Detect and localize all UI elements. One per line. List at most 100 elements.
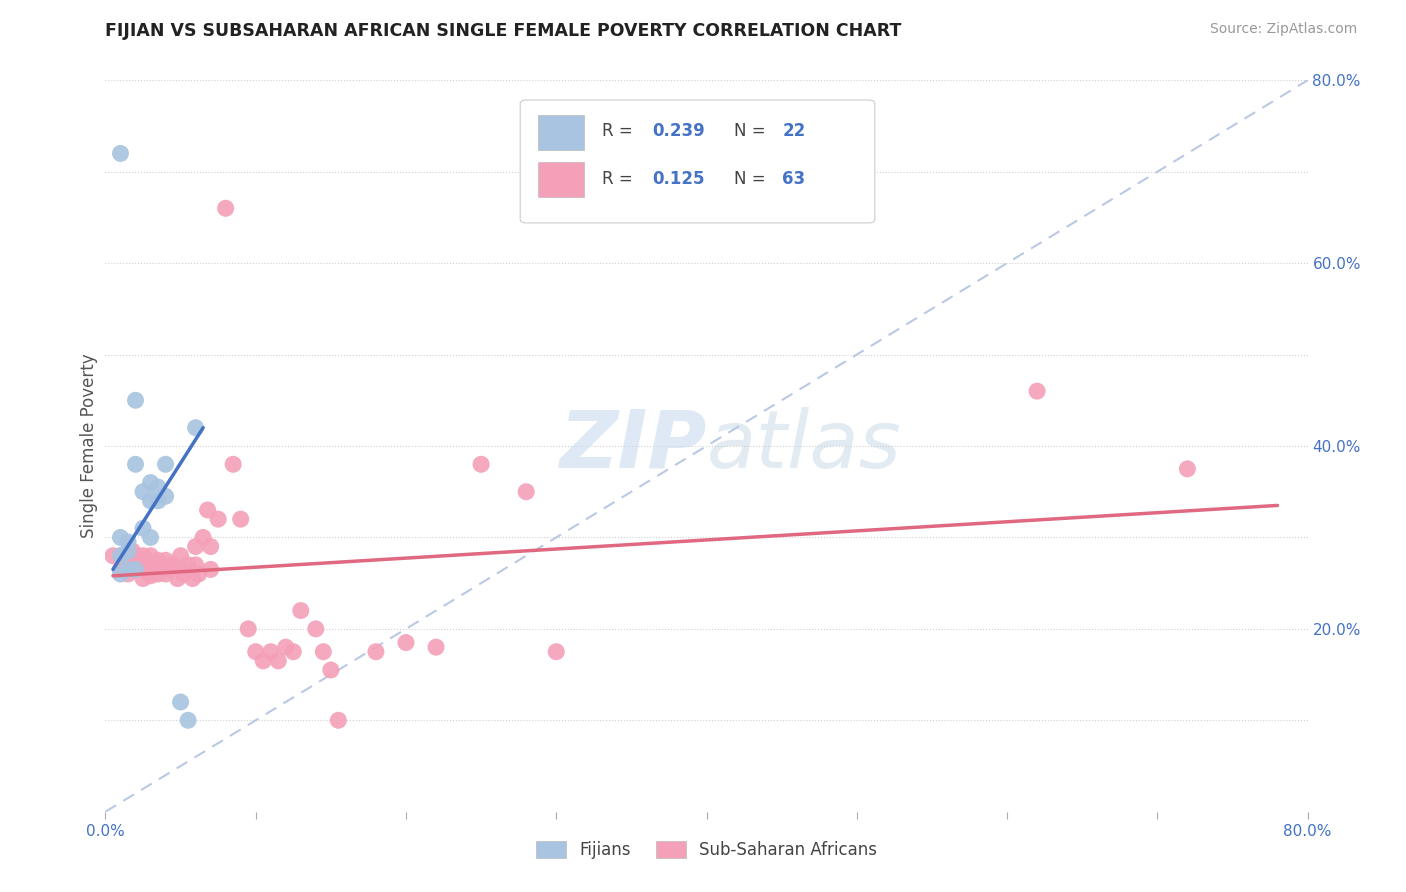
Point <box>184 558 207 572</box>
Point <box>139 530 162 544</box>
Y-axis label: Single Female Poverty: Single Female Poverty <box>80 354 98 538</box>
Point <box>139 569 162 583</box>
Point <box>142 558 165 572</box>
Point <box>173 567 195 582</box>
Point <box>121 544 143 558</box>
Point <box>177 714 200 728</box>
Point <box>181 572 204 586</box>
Point <box>146 480 169 494</box>
Point <box>169 562 191 576</box>
Text: FIJIAN VS SUBSAHARAN AFRICAN SINGLE FEMALE POVERTY CORRELATION CHART: FIJIAN VS SUBSAHARAN AFRICAN SINGLE FEMA… <box>105 22 901 40</box>
Point <box>117 549 139 563</box>
Point <box>515 484 537 499</box>
Point <box>312 645 335 659</box>
Point <box>166 572 188 586</box>
Point <box>101 549 124 563</box>
Point <box>157 562 180 576</box>
Point <box>200 540 222 554</box>
Point <box>187 567 209 582</box>
Point <box>132 572 155 586</box>
Point <box>229 512 252 526</box>
Point <box>110 549 132 563</box>
Text: R =: R = <box>602 170 643 188</box>
Point <box>1175 462 1198 476</box>
Point <box>290 603 312 617</box>
Point <box>110 549 132 563</box>
FancyBboxPatch shape <box>520 100 875 223</box>
Point <box>184 540 207 554</box>
Point <box>146 567 169 582</box>
Point <box>177 558 200 572</box>
Point <box>132 521 155 535</box>
Point <box>152 558 174 572</box>
Point <box>132 549 155 563</box>
Text: R =: R = <box>602 122 638 140</box>
FancyBboxPatch shape <box>538 115 583 150</box>
Point <box>305 622 328 636</box>
Point <box>267 654 290 668</box>
Point <box>117 567 139 582</box>
Point <box>124 393 146 408</box>
Text: 22: 22 <box>782 122 806 140</box>
Point <box>1026 384 1049 399</box>
Text: N =: N = <box>734 170 766 188</box>
Point <box>155 553 177 567</box>
Point <box>364 645 387 659</box>
Point <box>139 493 162 508</box>
Point <box>117 558 139 572</box>
Point <box>139 549 162 563</box>
Point <box>214 202 236 216</box>
Point <box>136 553 159 567</box>
Text: 63: 63 <box>782 170 806 188</box>
Point <box>155 458 177 472</box>
Point <box>162 558 184 572</box>
Point <box>124 562 146 576</box>
Text: 0.239: 0.239 <box>652 122 706 140</box>
Point <box>110 146 132 161</box>
Point <box>184 421 207 435</box>
Point <box>328 714 350 728</box>
Point <box>319 663 342 677</box>
Point <box>124 562 146 576</box>
Legend: Fijians, Sub-Saharan Africans: Fijians, Sub-Saharan Africans <box>529 834 884 865</box>
Text: N =: N = <box>734 122 766 140</box>
Point <box>146 553 169 567</box>
FancyBboxPatch shape <box>538 162 583 197</box>
Point <box>252 654 274 668</box>
Point <box>169 695 191 709</box>
Point <box>117 544 139 558</box>
Point <box>139 559 162 574</box>
Text: atlas: atlas <box>707 407 901 485</box>
Point <box>155 489 177 503</box>
Point <box>191 530 214 544</box>
Point <box>245 645 267 659</box>
Point <box>197 503 219 517</box>
Point <box>222 458 245 472</box>
Point <box>117 562 139 576</box>
Point <box>238 622 260 636</box>
Point <box>112 553 135 567</box>
Text: ZIP: ZIP <box>560 407 707 485</box>
Point <box>546 645 568 659</box>
Point <box>132 562 155 576</box>
Point <box>117 535 139 549</box>
Point <box>146 493 169 508</box>
Point <box>124 549 146 563</box>
Point <box>274 640 297 655</box>
Point <box>110 530 132 544</box>
Point <box>110 567 132 582</box>
Point <box>139 475 162 490</box>
Point <box>200 562 222 576</box>
Text: Source: ZipAtlas.com: Source: ZipAtlas.com <box>1209 22 1357 37</box>
Point <box>128 553 150 567</box>
Point <box>395 635 418 649</box>
Point <box>425 640 447 655</box>
Point <box>260 645 283 659</box>
Point <box>110 562 132 576</box>
Point <box>169 549 191 563</box>
Point <box>132 484 155 499</box>
Point <box>207 512 229 526</box>
Point <box>283 645 305 659</box>
Point <box>470 458 492 472</box>
Point <box>124 458 146 472</box>
